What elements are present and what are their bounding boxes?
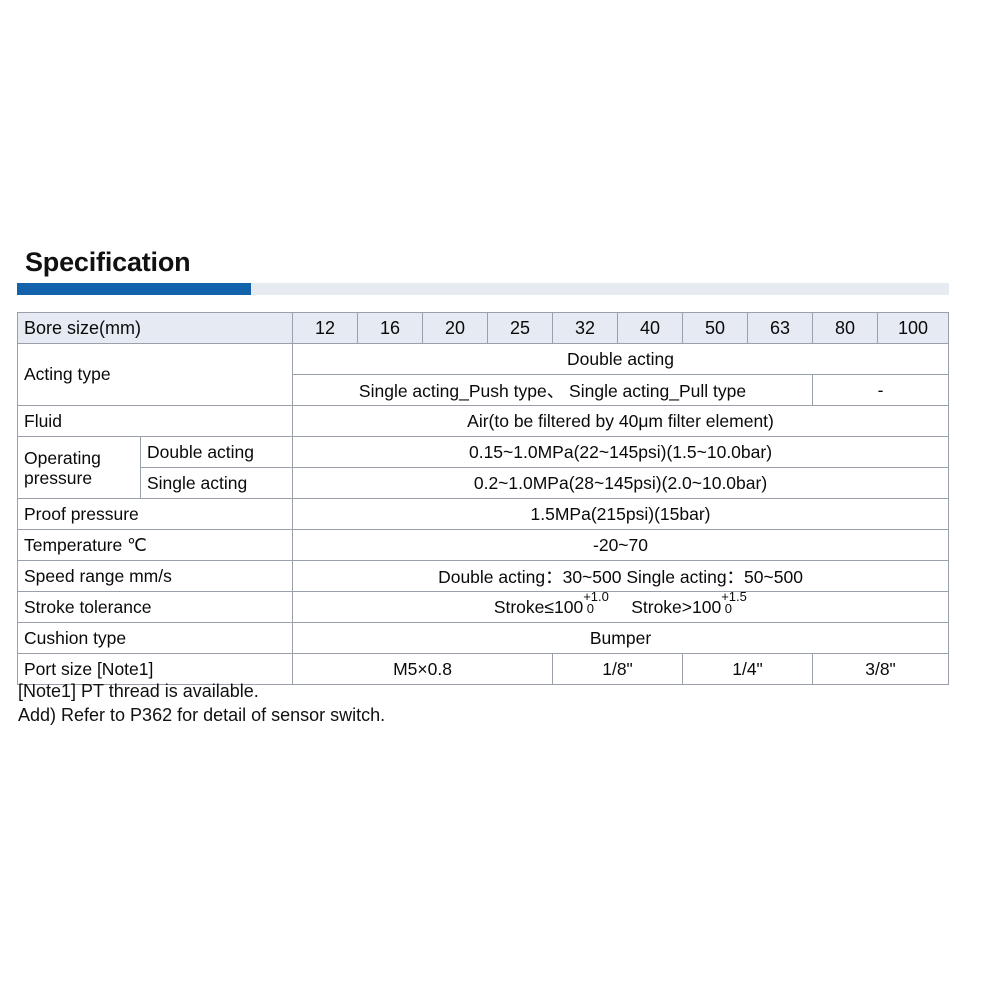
sublabel-operating-pressure-double: Double acting	[139, 436, 294, 468]
footnote-note1: [Note1] PT thread is available.	[18, 681, 259, 701]
table-row-acting-type-double: Acting type Double acting	[16, 343, 950, 406]
header-bore-40: 40	[617, 312, 684, 344]
row-label-temperature: Temperature ℃	[16, 529, 294, 561]
value-acting-type-single: Single acting_Push type、 Single acting_P…	[292, 374, 814, 406]
stroke-tolerance-item2-upper: +1.5	[721, 591, 747, 605]
row-label-acting-type: Acting type	[16, 343, 294, 406]
value-speed-range: Double acting：30~500 Single acting：50~50…	[292, 560, 950, 592]
value-temperature: -20~70	[292, 529, 950, 561]
value-stroke-tolerance: Stroke≤100 +1.0 0 Stroke>100 +1.5 0	[292, 591, 950, 623]
value-cushion-type: Bumper	[292, 622, 950, 654]
operating-pressure-label-line1: Operating	[24, 447, 101, 468]
stroke-tolerance-item2-text: Stroke>100	[631, 596, 722, 617]
table-row-fluid: Fluid Air(to be filtered by 40μm filter …	[16, 405, 950, 437]
accent-bar-track	[17, 283, 949, 295]
header-bore-20: 20	[422, 312, 489, 344]
row-label-cushion-type: Cushion type	[16, 622, 294, 654]
table-row-acting-type-single: Single acting_Push type、 Single acting_P…	[18, 374, 950, 406]
table-header-row: Bore size(mm) 12 16 20 25 32 40 50 63 80…	[16, 312, 950, 344]
footnotes: [Note1] PT thread is available. Add) Ref…	[18, 679, 385, 727]
value-port-size-3-8: 3/8"	[812, 653, 950, 685]
stroke-tolerance-item1-upper: +1.0	[583, 591, 609, 605]
value-fluid: Air(to be filtered by 40μm filter elemen…	[292, 405, 950, 437]
row-label-port-size: Port size [Note1]	[16, 653, 294, 685]
value-operating-pressure-single: 0.2~1.0MPa(28~145psi)(2.0~10.0bar)	[292, 467, 950, 499]
row-label-operating-pressure: Operating pressure	[17, 436, 141, 499]
table-row-temperature: Temperature ℃ -20~70	[16, 529, 950, 561]
stroke-tolerance-item1-fraction: +1.0 0	[583, 593, 609, 617]
header-bore-size-label: Bore size(mm)	[16, 312, 294, 344]
row-label-speed-range: Speed range mm/s	[16, 560, 294, 592]
header-bore-50: 50	[682, 312, 749, 344]
row-label-fluid: Fluid	[16, 405, 294, 437]
header-bore-32: 32	[552, 312, 619, 344]
header-bore-80: 80	[812, 312, 879, 344]
row-label-proof-pressure: Proof pressure	[16, 498, 294, 530]
value-proof-pressure: 1.5MPa(215psi)(15bar)	[292, 498, 950, 530]
footnote-add: Add) Refer to P362 for detail of sensor …	[18, 705, 386, 725]
accent-bar-fill	[17, 283, 251, 295]
value-port-size-1-4: 1/4"	[682, 653, 814, 685]
table-row-cushion-type: Cushion type Bumper	[16, 622, 950, 654]
row-label-stroke-tolerance: Stroke tolerance	[16, 591, 294, 623]
stroke-tolerance-item1-lower: 0	[586, 601, 594, 617]
page-title: Specification	[25, 247, 191, 277]
table-row-stroke-tolerance: Stroke tolerance Stroke≤100 +1.0 0 Stroke>1…	[16, 591, 950, 623]
value-port-size-1-8: 1/8"	[552, 653, 684, 685]
header-bore-100: 100	[877, 312, 950, 344]
stroke-tolerance-item2-lower: 0	[724, 601, 732, 617]
header-bore-16: 16	[357, 312, 424, 344]
value-acting-type-double: Double acting	[292, 343, 950, 375]
stroke-tolerance-item2-fraction: +1.5 0	[721, 593, 747, 617]
operating-pressure-label-line2: pressure	[24, 467, 93, 488]
sublabel-operating-pressure-single: Single acting	[139, 467, 294, 499]
stroke-tolerance-item1-text: Stroke≤100	[493, 596, 584, 617]
table-row-operating-pressure-single: Single acting 0.2~1.0MPa(28~145psi)(2.0~…	[18, 467, 950, 499]
section-header: Specification	[17, 246, 949, 295]
value-operating-pressure-double: 0.15~1.0MPa(22~145psi)(1.5~10.0bar)	[292, 436, 950, 468]
table-row-speed-range: Speed range mm/s Double acting：30~500 Si…	[16, 560, 950, 592]
table-row-port-size: Port size [Note1] M5×0.8 1/8" 1/4" 3/8"	[16, 653, 950, 685]
header-bore-63: 63	[747, 312, 814, 344]
table-row-operating-pressure-double: Operating pressure Double acting 0.15~1.0…	[17, 436, 950, 499]
specification-table: Bore size(mm) 12 16 20 25 32 40 50 63 80…	[16, 312, 950, 685]
table-row-proof-pressure: Proof pressure 1.5MPa(215psi)(15bar)	[16, 498, 950, 530]
header-bore-12: 12	[292, 312, 359, 344]
value-port-size-m5: M5×0.8	[292, 653, 554, 685]
value-acting-type-single-na: -	[812, 374, 950, 406]
header-bore-25: 25	[487, 312, 554, 344]
